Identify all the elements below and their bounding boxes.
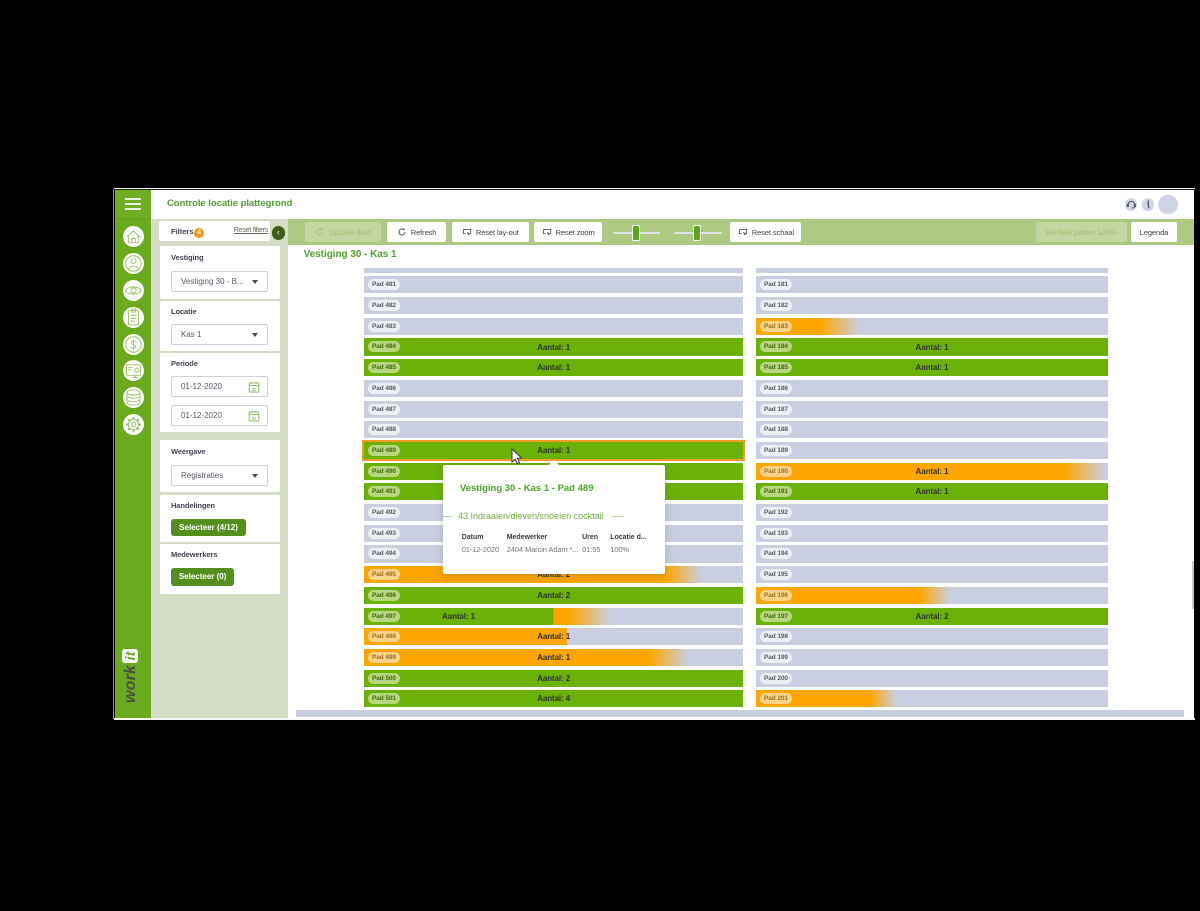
svg-text:31: 31: [252, 416, 257, 421]
svg-text:31: 31: [252, 387, 257, 392]
